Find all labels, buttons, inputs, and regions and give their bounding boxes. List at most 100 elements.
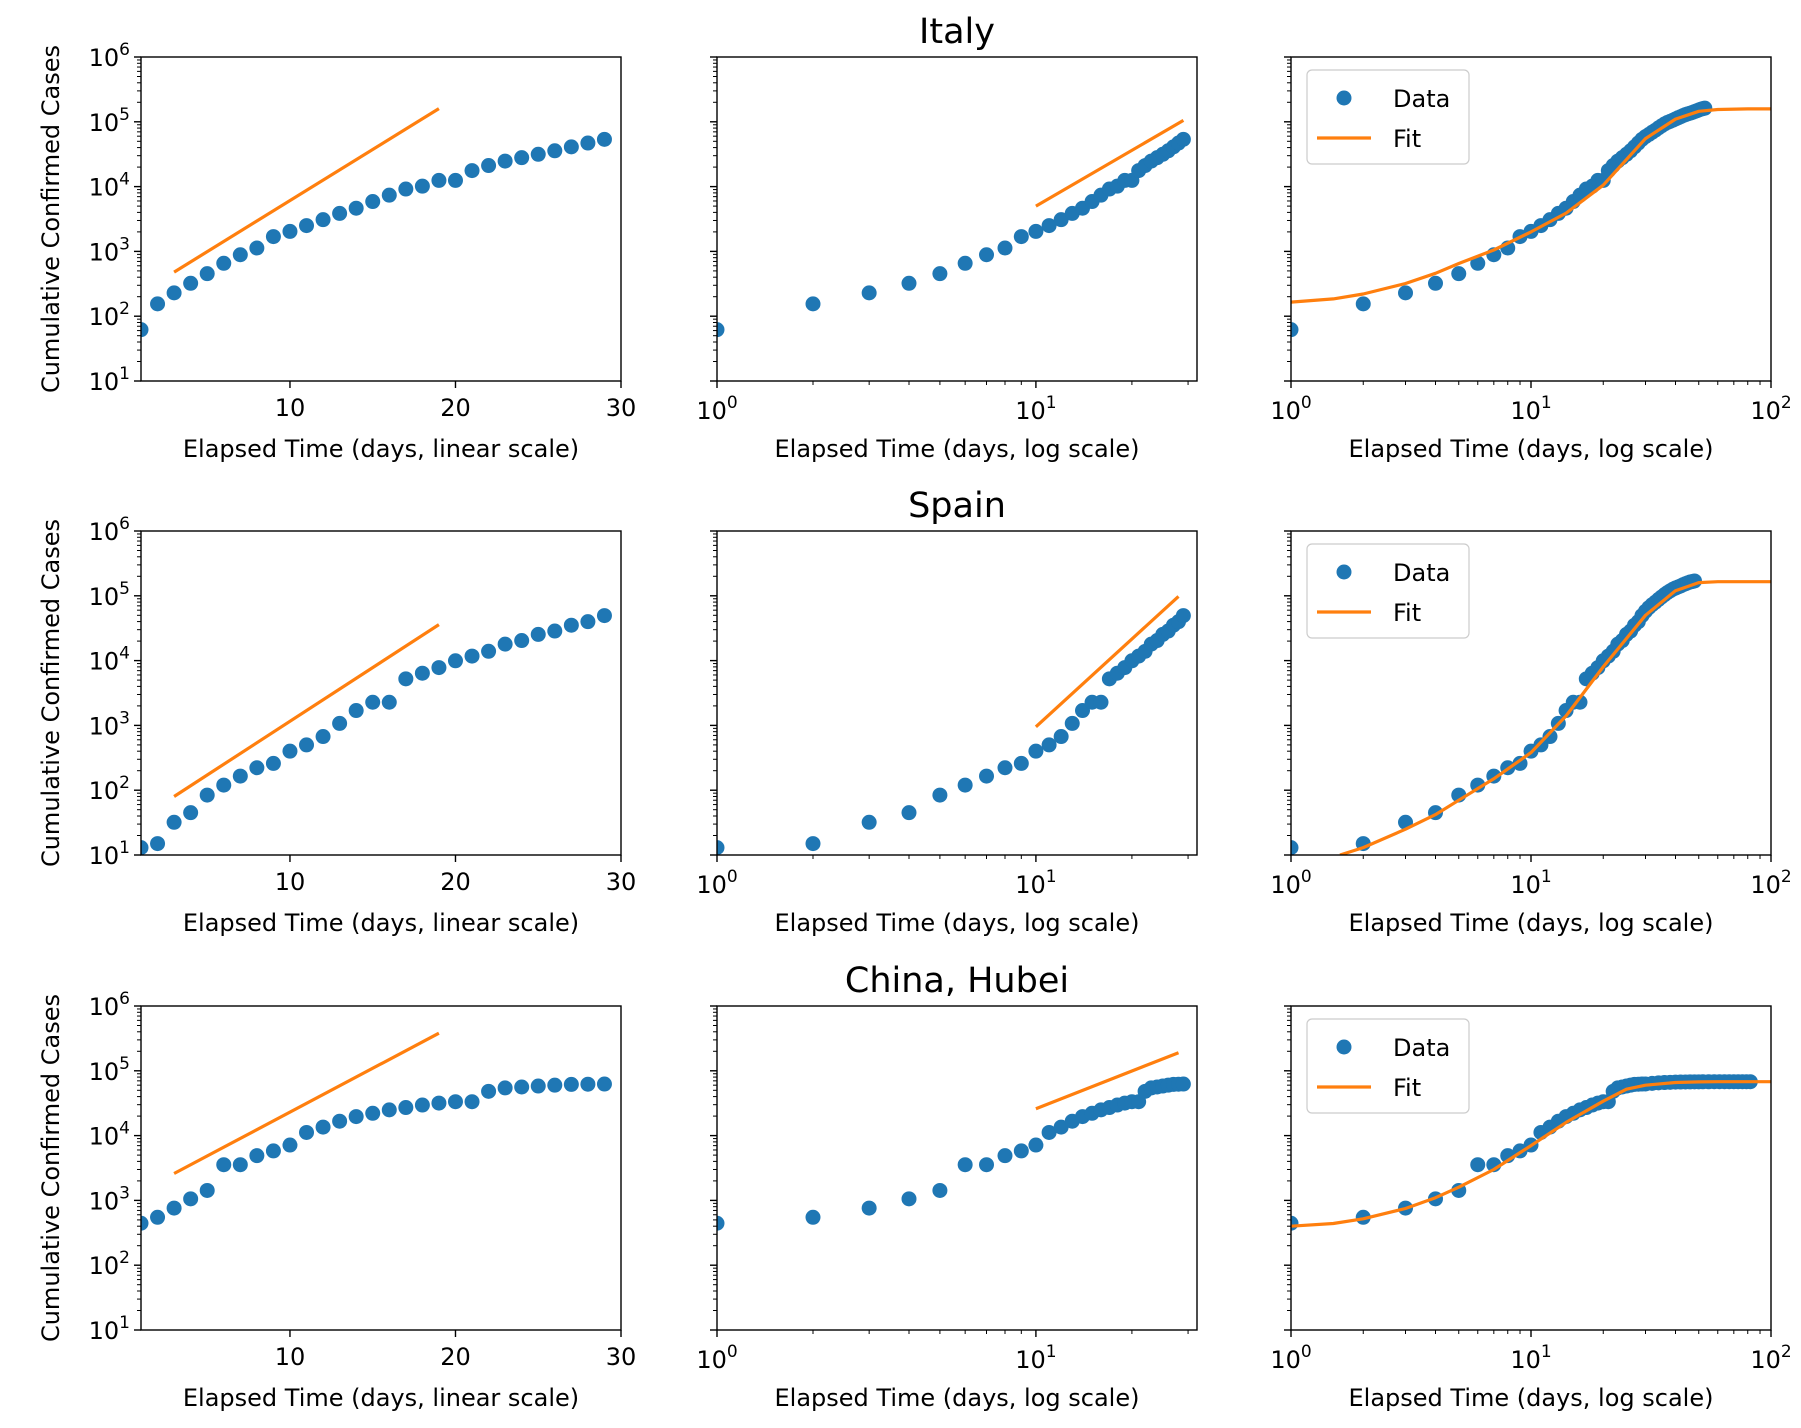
data-point <box>315 212 331 228</box>
data-point <box>282 1137 298 1153</box>
data-point <box>717 322 725 338</box>
x-axis-label: Elapsed Time (days, log scale) <box>1349 435 1714 463</box>
data-point <box>282 223 298 239</box>
x-tick-label: 20 <box>440 868 471 896</box>
fit-line <box>1339 580 1771 855</box>
axes-frame <box>1290 56 1772 382</box>
y-tick-label: 101 <box>89 838 130 870</box>
plot-area <box>1291 100 1771 338</box>
y-tick-label: 106 <box>89 40 130 72</box>
data-point <box>365 1105 381 1121</box>
x-axis-label: Elapsed Time (days, log scale) <box>1349 1384 1714 1412</box>
y-tick-label: 103 <box>89 708 130 740</box>
plot-area <box>717 595 1191 855</box>
data-point <box>332 205 348 221</box>
data-point <box>1041 1124 1057 1140</box>
data-point <box>141 322 149 338</box>
legend: Data Fit <box>1306 69 1470 165</box>
data-point <box>596 1076 612 1092</box>
legend: Data Fit <box>1306 1018 1470 1114</box>
fit-line <box>173 1031 440 1175</box>
data-point <box>514 633 530 649</box>
data-point <box>464 163 480 179</box>
y-tick-label: 105 <box>89 1054 130 1086</box>
axes-frame <box>140 1005 622 1331</box>
data-point <box>464 1094 480 1110</box>
data-point <box>979 1157 995 1173</box>
axes-frame <box>1290 530 1772 856</box>
x-tick-label: 101 <box>1510 393 1551 425</box>
data-point <box>232 1157 248 1173</box>
data-point <box>1542 729 1558 745</box>
y-tick-label: 101 <box>89 364 130 396</box>
legend: Data Fit <box>1306 543 1470 639</box>
data-point <box>1028 223 1044 239</box>
data-point <box>861 1200 877 1216</box>
y-axis-label: Cumulative Confirmed Cases <box>37 519 65 867</box>
data-point <box>398 181 414 197</box>
data-point <box>805 296 821 312</box>
axes-frame <box>716 1005 1198 1331</box>
data-point <box>414 665 430 681</box>
data-point <box>717 1215 725 1231</box>
data-point <box>1093 694 1109 710</box>
data-point <box>431 172 447 188</box>
data-point <box>381 694 397 710</box>
data-point <box>497 1080 513 1096</box>
row-3: China, Hubei 101 102 103 104 105 106 10 20 30 Elap… <box>37 961 1792 1412</box>
data-point <box>315 1119 331 1135</box>
y-axis-label: Cumulative Confirmed Cases <box>37 45 65 393</box>
x-tick-label: 101 <box>1015 1342 1056 1374</box>
data-point <box>414 1097 430 1113</box>
plot-area <box>141 608 612 855</box>
data-point <box>957 777 973 793</box>
data-point <box>1175 131 1191 147</box>
data-point <box>481 158 497 174</box>
x-axis-label: Elapsed Time (days, log scale) <box>775 909 1140 937</box>
data-point <box>580 1076 596 1092</box>
panel-2-2: 100 101 Elapsed Time (days, log scale) <box>696 530 1198 937</box>
row-1: Italy 101 102 103 104 105 106 10 20 30 Elapsed Tim… <box>37 12 1792 463</box>
plot-area <box>141 1031 612 1231</box>
data-point <box>563 617 579 633</box>
data-point <box>265 755 281 771</box>
data-point <box>1175 608 1191 624</box>
data-point <box>398 1100 414 1116</box>
fit-line <box>173 623 440 798</box>
x-tick-label: 102 <box>1750 867 1791 899</box>
data-point <box>381 1102 397 1118</box>
axes-frame <box>716 56 1198 382</box>
fit-line <box>1291 107 1771 304</box>
fit-line <box>1035 119 1185 208</box>
plot-area <box>1291 1074 1771 1231</box>
data-point <box>431 1095 447 1111</box>
data-point <box>464 648 480 664</box>
data-point <box>332 1113 348 1129</box>
y-tick-label: 103 <box>89 234 130 266</box>
x-axis-label: Elapsed Time (days, linear scale) <box>183 909 579 937</box>
x-tick-label: 101 <box>1510 867 1551 899</box>
data-point <box>315 729 331 745</box>
data-point <box>901 805 917 821</box>
data-point <box>530 626 546 642</box>
data-point <box>365 694 381 710</box>
data-point <box>1041 218 1057 234</box>
data-point <box>1291 840 1299 855</box>
data-point <box>1064 715 1080 731</box>
legend-fit-label: Fit <box>1393 125 1421 153</box>
data-point <box>183 805 199 821</box>
data-point <box>1028 743 1044 759</box>
x-axis-label: Elapsed Time (days, linear scale) <box>183 435 579 463</box>
fit-line <box>1034 595 1180 728</box>
axes-frame <box>1290 1005 1772 1331</box>
axes-frame <box>716 530 1198 856</box>
data-point <box>1470 255 1486 271</box>
y-tick-label: 104 <box>89 1119 130 1151</box>
data-point <box>514 1079 530 1095</box>
data-point <box>932 266 948 282</box>
y-tick-label: 103 <box>89 1183 130 1215</box>
x-tick-label: 10 <box>275 1343 306 1371</box>
data-point <box>901 1191 917 1207</box>
x-tick-label: 100 <box>696 393 737 425</box>
data-point <box>580 135 596 151</box>
